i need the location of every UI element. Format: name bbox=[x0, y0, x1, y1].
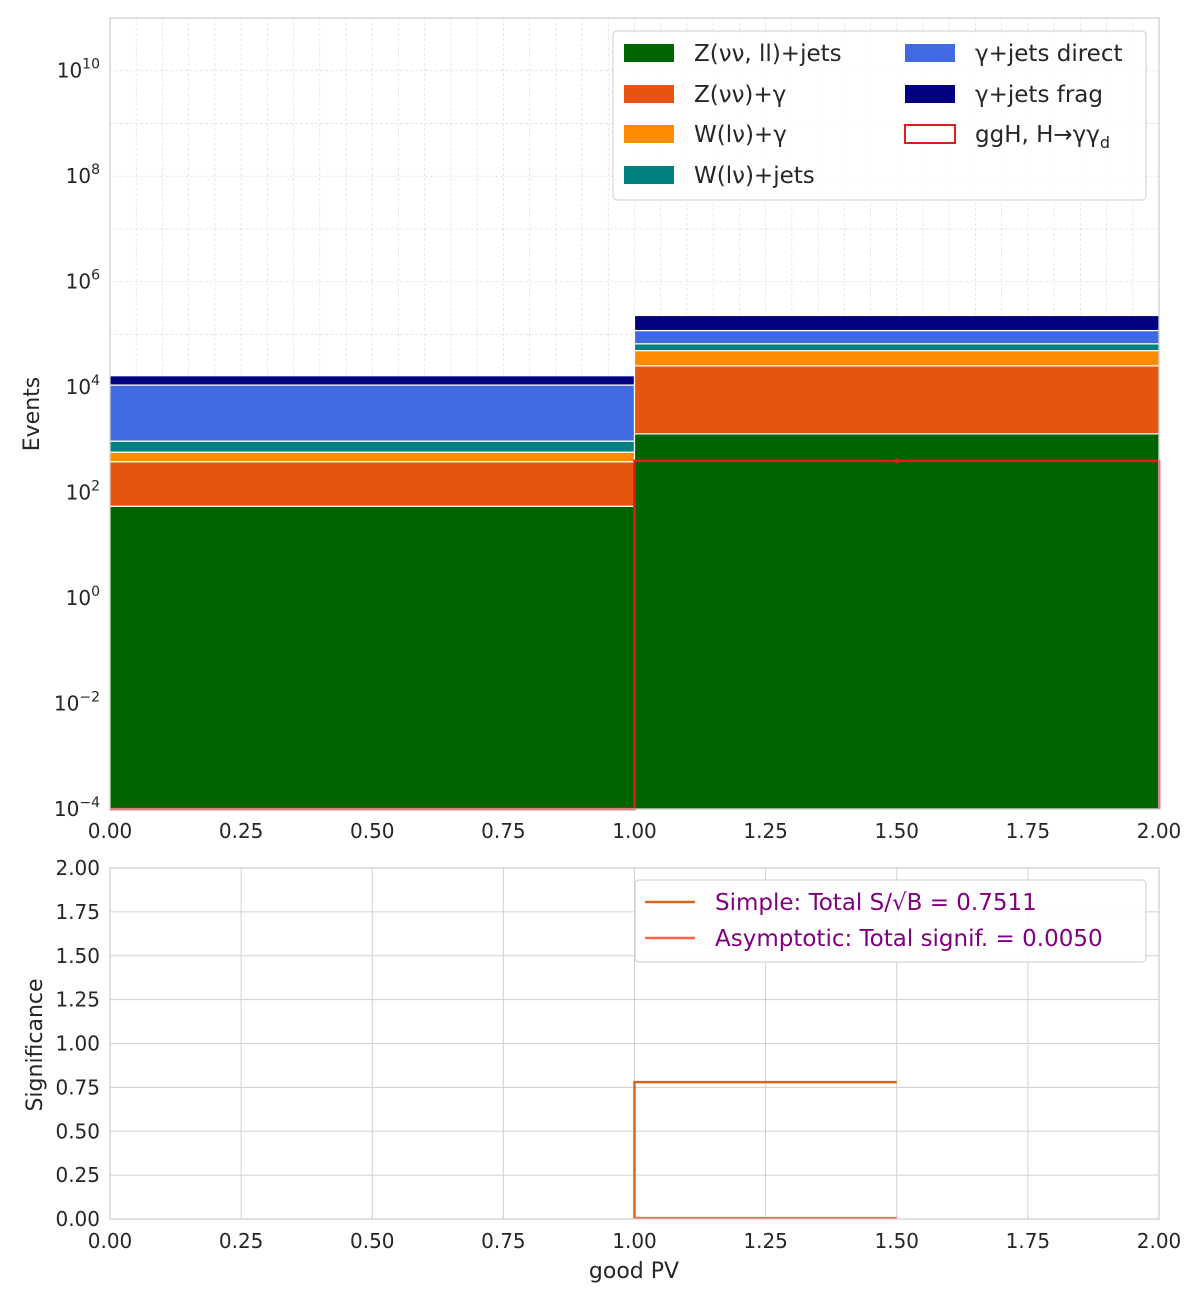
series-line-simple bbox=[633, 1080, 897, 1219]
legend-swatch-w-jets bbox=[624, 166, 674, 184]
bottom-panel-x-axis-label: good PV bbox=[589, 1259, 679, 1284]
bottom-y-tick-label: 2.00 bbox=[55, 856, 100, 880]
legend-label-w-jets: W(lν)+jets bbox=[694, 163, 815, 189]
bottom-x-tick-label: 1.25 bbox=[743, 1229, 788, 1253]
bar--jets-frag-bin-1 bbox=[633, 314, 1160, 332]
bottom-x-tick-label: 1.00 bbox=[612, 1229, 657, 1253]
bar-w-l-jets-bin-0 bbox=[109, 440, 636, 453]
top-panel-x-ticks: 0.00 0.25 0.50 0.75 1.00 1.25 1.50 1.75 2.00 bbox=[88, 819, 1182, 843]
signal-point bbox=[894, 458, 900, 464]
bottom-panel-y-ticks: 0.00 0.25 0.50 0.75 1.00 1.25 1.50 1.75 2.00 bbox=[55, 856, 100, 1231]
top-x-tick-label: 0.50 bbox=[350, 819, 395, 843]
bottom-y-tick-label: 0.75 bbox=[55, 1075, 100, 1099]
bar-z--bin-0 bbox=[109, 461, 636, 507]
legend-label-signal: ggH, H→γγd bbox=[975, 122, 1110, 152]
top-y-tick-label: 108 bbox=[66, 162, 100, 188]
bar-z--bin-1 bbox=[633, 365, 1160, 435]
bar-w-l-jets-bin-1 bbox=[633, 343, 1160, 352]
legend-swatch-gamma-frag bbox=[905, 85, 955, 103]
bottom-x-tick-label: 1.50 bbox=[874, 1229, 919, 1253]
legend-label-w-gamma: W(lν)+γ bbox=[694, 122, 787, 148]
top-panel-y-ticks: 1010 108 106 104 102 100 10−2 10−4 bbox=[54, 57, 100, 821]
legend-swatch-z-jets bbox=[624, 44, 674, 62]
bottom-y-tick-label: 0.50 bbox=[55, 1119, 100, 1143]
bar--jets-direct-bin-0 bbox=[109, 384, 636, 442]
legend-label-simple: Simple: Total S/√B = 0.7511 bbox=[715, 890, 1037, 916]
bar--jets-frag-bin-0 bbox=[109, 375, 636, 386]
legend-swatch-gamma-direct bbox=[905, 44, 955, 62]
bottom-x-tick-label: 0.75 bbox=[481, 1229, 526, 1253]
bar--jets-direct-bin-1 bbox=[633, 329, 1160, 345]
bottom-x-tick-label: 0.25 bbox=[219, 1229, 264, 1253]
top-panel-bars bbox=[109, 314, 1160, 810]
bottom-panel-x-ticks: 0.00 0.25 0.50 0.75 1.00 1.25 1.50 1.75 2.00 bbox=[88, 1229, 1182, 1253]
bar-w-l--bin-1 bbox=[633, 349, 1160, 367]
legend-swatch-z-gamma bbox=[624, 85, 674, 103]
bottom-x-tick-label: 2.00 bbox=[1137, 1229, 1182, 1253]
bottom-y-tick-label: 1.50 bbox=[55, 944, 100, 968]
legend-label-gamma-frag: γ+jets frag bbox=[975, 82, 1103, 108]
legend-label-z-gamma: Z(νν)+γ bbox=[694, 82, 786, 108]
top-y-tick-label: 106 bbox=[66, 268, 100, 294]
top-panel-frame bbox=[109, 17, 1160, 810]
bottom-y-tick-label: 0.25 bbox=[55, 1163, 100, 1187]
top-y-tick-label: 1010 bbox=[57, 57, 100, 83]
legend-label-signal-subscript: d bbox=[1100, 133, 1110, 152]
top-panel-legend: Z(νν, ll)+jets Z(νν)+γ W(lν)+γ W(lν)+jet… bbox=[612, 30, 1147, 201]
top-x-tick-label: 1.50 bbox=[874, 819, 919, 843]
top-x-tick-label: 1.25 bbox=[743, 819, 788, 843]
bottom-x-tick-label: 1.75 bbox=[1006, 1229, 1051, 1253]
bottom-panel-y-axis-label: Significance bbox=[23, 978, 48, 1111]
top-y-tick-label: 100 bbox=[66, 584, 100, 610]
bottom-y-tick-label: 1.00 bbox=[55, 1032, 100, 1056]
top-x-tick-label: 1.75 bbox=[1006, 819, 1051, 843]
bar-w-l--bin-0 bbox=[109, 451, 636, 463]
top-y-tick-label: 10−4 bbox=[54, 795, 100, 821]
top-panel-y-axis-label: Events bbox=[20, 377, 45, 452]
bottom-x-tick-label: 0.50 bbox=[350, 1229, 395, 1253]
bottom-panel-frame bbox=[109, 867, 1160, 1220]
top-x-tick-label: 2.00 bbox=[1137, 819, 1182, 843]
top-x-tick-label: 0.00 bbox=[88, 819, 133, 843]
legend-swatch-w-gamma bbox=[624, 125, 674, 143]
bottom-y-tick-label: 0.00 bbox=[55, 1207, 100, 1231]
top-x-tick-label: 0.25 bbox=[219, 819, 264, 843]
bar-z-ll-jets-bin-0 bbox=[109, 505, 636, 810]
top-y-tick-label: 104 bbox=[66, 373, 100, 399]
legend-label-gamma-direct: γ+jets direct bbox=[975, 41, 1123, 67]
legend-label-asymptotic: Asymptotic: Total signif. = 0.0050 bbox=[715, 926, 1103, 952]
top-x-tick-label: 0.75 bbox=[481, 819, 526, 843]
legend-swatch-signal bbox=[904, 124, 956, 144]
top-y-tick-label: 10−2 bbox=[54, 690, 100, 716]
bottom-y-tick-label: 1.25 bbox=[55, 988, 100, 1012]
top-y-tick-label: 102 bbox=[66, 479, 100, 505]
bottom-panel-legend: Simple: Total S/√B = 0.7511 Asymptotic: … bbox=[634, 879, 1147, 963]
bar-z-ll-jets-bin-1 bbox=[633, 433, 1160, 810]
bottom-x-tick-label: 0.00 bbox=[88, 1229, 133, 1253]
bottom-panel-lines bbox=[633, 1080, 897, 1220]
bottom-y-tick-label: 1.75 bbox=[55, 900, 100, 924]
legend-label-z-jets: Z(νν, ll)+jets bbox=[694, 41, 842, 67]
top-x-tick-label: 1.00 bbox=[612, 819, 657, 843]
